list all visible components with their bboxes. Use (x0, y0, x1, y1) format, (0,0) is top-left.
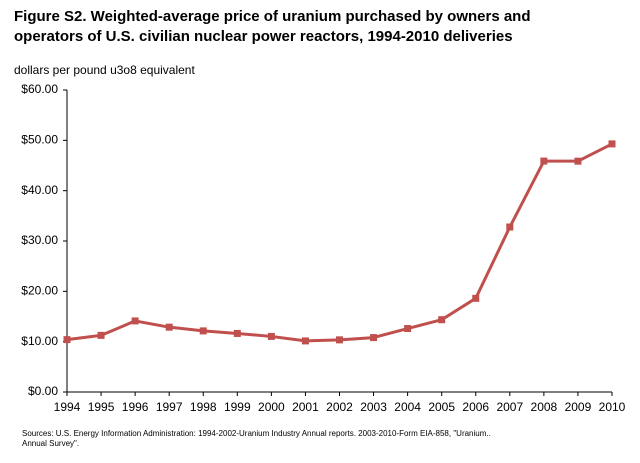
data-point (506, 223, 514, 231)
data-point (574, 157, 582, 165)
x-tick-label: 2010 (599, 400, 626, 414)
chart-title: operators of U.S. civilian nuclear power… (14, 28, 513, 45)
source-note: Annual Survey". (22, 439, 79, 448)
x-tick-label: 2001 (292, 400, 319, 414)
data-point (165, 323, 173, 331)
y-tick-label: $0.00 (28, 384, 58, 398)
x-tick-label: 2005 (428, 400, 455, 414)
data-point (608, 140, 616, 148)
data-point (97, 331, 105, 339)
data-point (370, 334, 378, 342)
x-tick-label: 1999 (224, 400, 251, 414)
data-point (267, 332, 275, 340)
data-point (131, 317, 139, 325)
y-tick-label: $40.00 (21, 183, 58, 197)
x-tick-label: 2006 (462, 400, 489, 414)
x-tick-label: 2009 (565, 400, 592, 414)
data-point (540, 157, 548, 165)
y-tick-label: $20.00 (21, 284, 58, 298)
x-tick-label: 1998 (190, 400, 217, 414)
source-note: Sources: U.S. Energy Information Adminis… (22, 429, 491, 438)
x-tick-label: 2008 (531, 400, 558, 414)
data-line (66, 142, 613, 343)
y-tick-label: $30.00 (21, 233, 58, 247)
data-point (336, 336, 343, 344)
x-tick-label: 2007 (496, 400, 523, 414)
y-tick-label: $50.00 (21, 133, 58, 147)
x-tick-label: 1996 (122, 400, 149, 414)
y-tick-label: $10.00 (21, 334, 58, 348)
x-tick-label: 2003 (360, 400, 387, 414)
chart-title: Figure S2. Weighted-average price of ura… (14, 8, 531, 25)
y-axis-label: dollars per pound u3o8 equivalent (14, 63, 195, 77)
x-tick-label: 1995 (88, 400, 115, 414)
data-point (438, 316, 446, 324)
x-tick-label: 1997 (156, 400, 183, 414)
y-tick-label: $60.00 (21, 82, 58, 96)
x-tick-label: 2004 (394, 400, 421, 414)
x-tick-label: 1994 (54, 400, 81, 414)
data-point (63, 336, 71, 344)
data-point (199, 327, 207, 335)
data-point (233, 329, 241, 337)
data-point (472, 294, 480, 302)
data-point (301, 337, 309, 345)
x-tick-label: 2002 (326, 400, 353, 414)
x-tick-label: 2000 (258, 400, 285, 414)
data-point (404, 325, 412, 333)
